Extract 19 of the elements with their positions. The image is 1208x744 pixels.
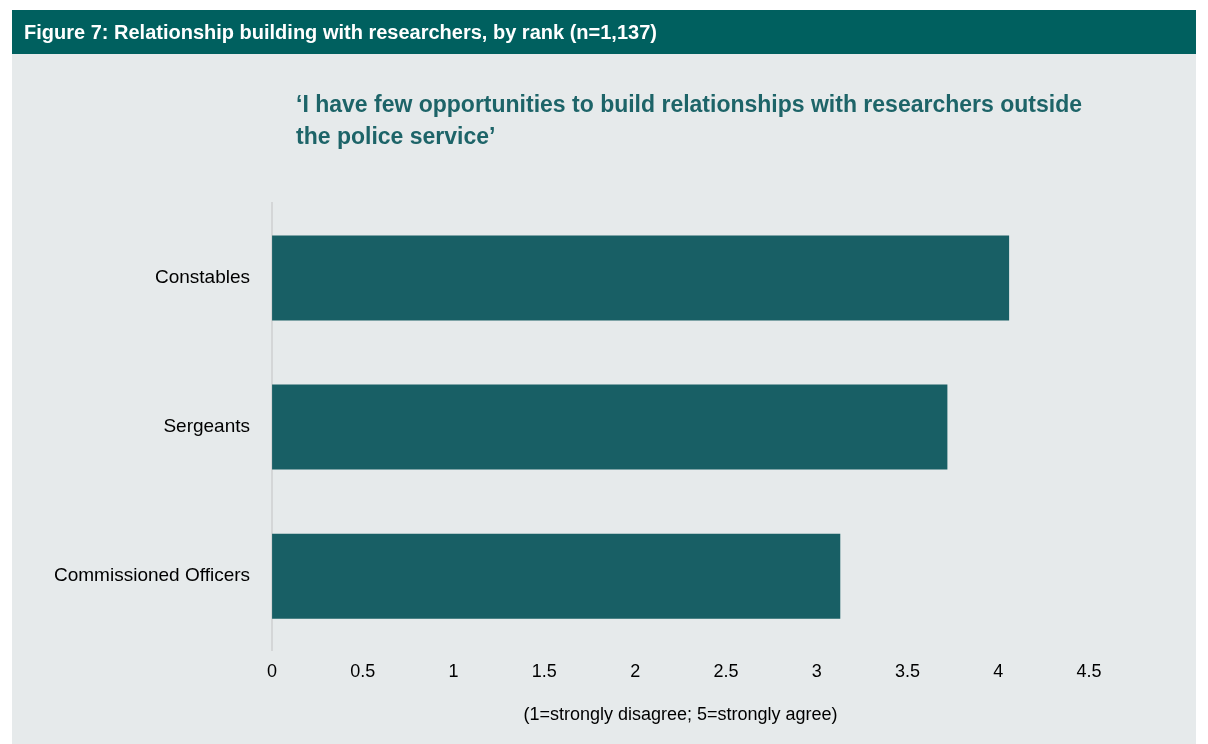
x-tick-label: 0 <box>267 660 278 681</box>
x-tick-label: 3.5 <box>894 660 920 681</box>
x-tick-label: 4.5 <box>1076 660 1102 681</box>
bar <box>272 533 841 619</box>
x-tick-label: 4 <box>993 660 1004 681</box>
chart-title: Figure 7: Relationship building with researchers, by rank (n=1,137) <box>12 10 1196 54</box>
x-tick-label: 1.5 <box>531 660 557 681</box>
x-tick-label: 3 <box>811 660 822 681</box>
y-tick-label: Sergeants <box>163 415 251 437</box>
y-tick-label: Commissioned Officers <box>53 564 251 586</box>
x-tick-label: 0.5 <box>350 660 376 681</box>
bar <box>272 235 1010 321</box>
x-tick-label: 2 <box>630 660 641 681</box>
x-tick-label: 2.5 <box>713 660 739 681</box>
x-axis-title: (1=strongly disagree; 5=strongly agree) <box>523 704 838 725</box>
chart-subtitle: ‘I have few opportunities to build relationships with researchers outside the police service’ <box>296 90 1083 151</box>
bar <box>272 384 948 470</box>
x-tick-label: 1 <box>448 660 459 681</box>
y-tick-label: Constables <box>154 266 251 288</box>
